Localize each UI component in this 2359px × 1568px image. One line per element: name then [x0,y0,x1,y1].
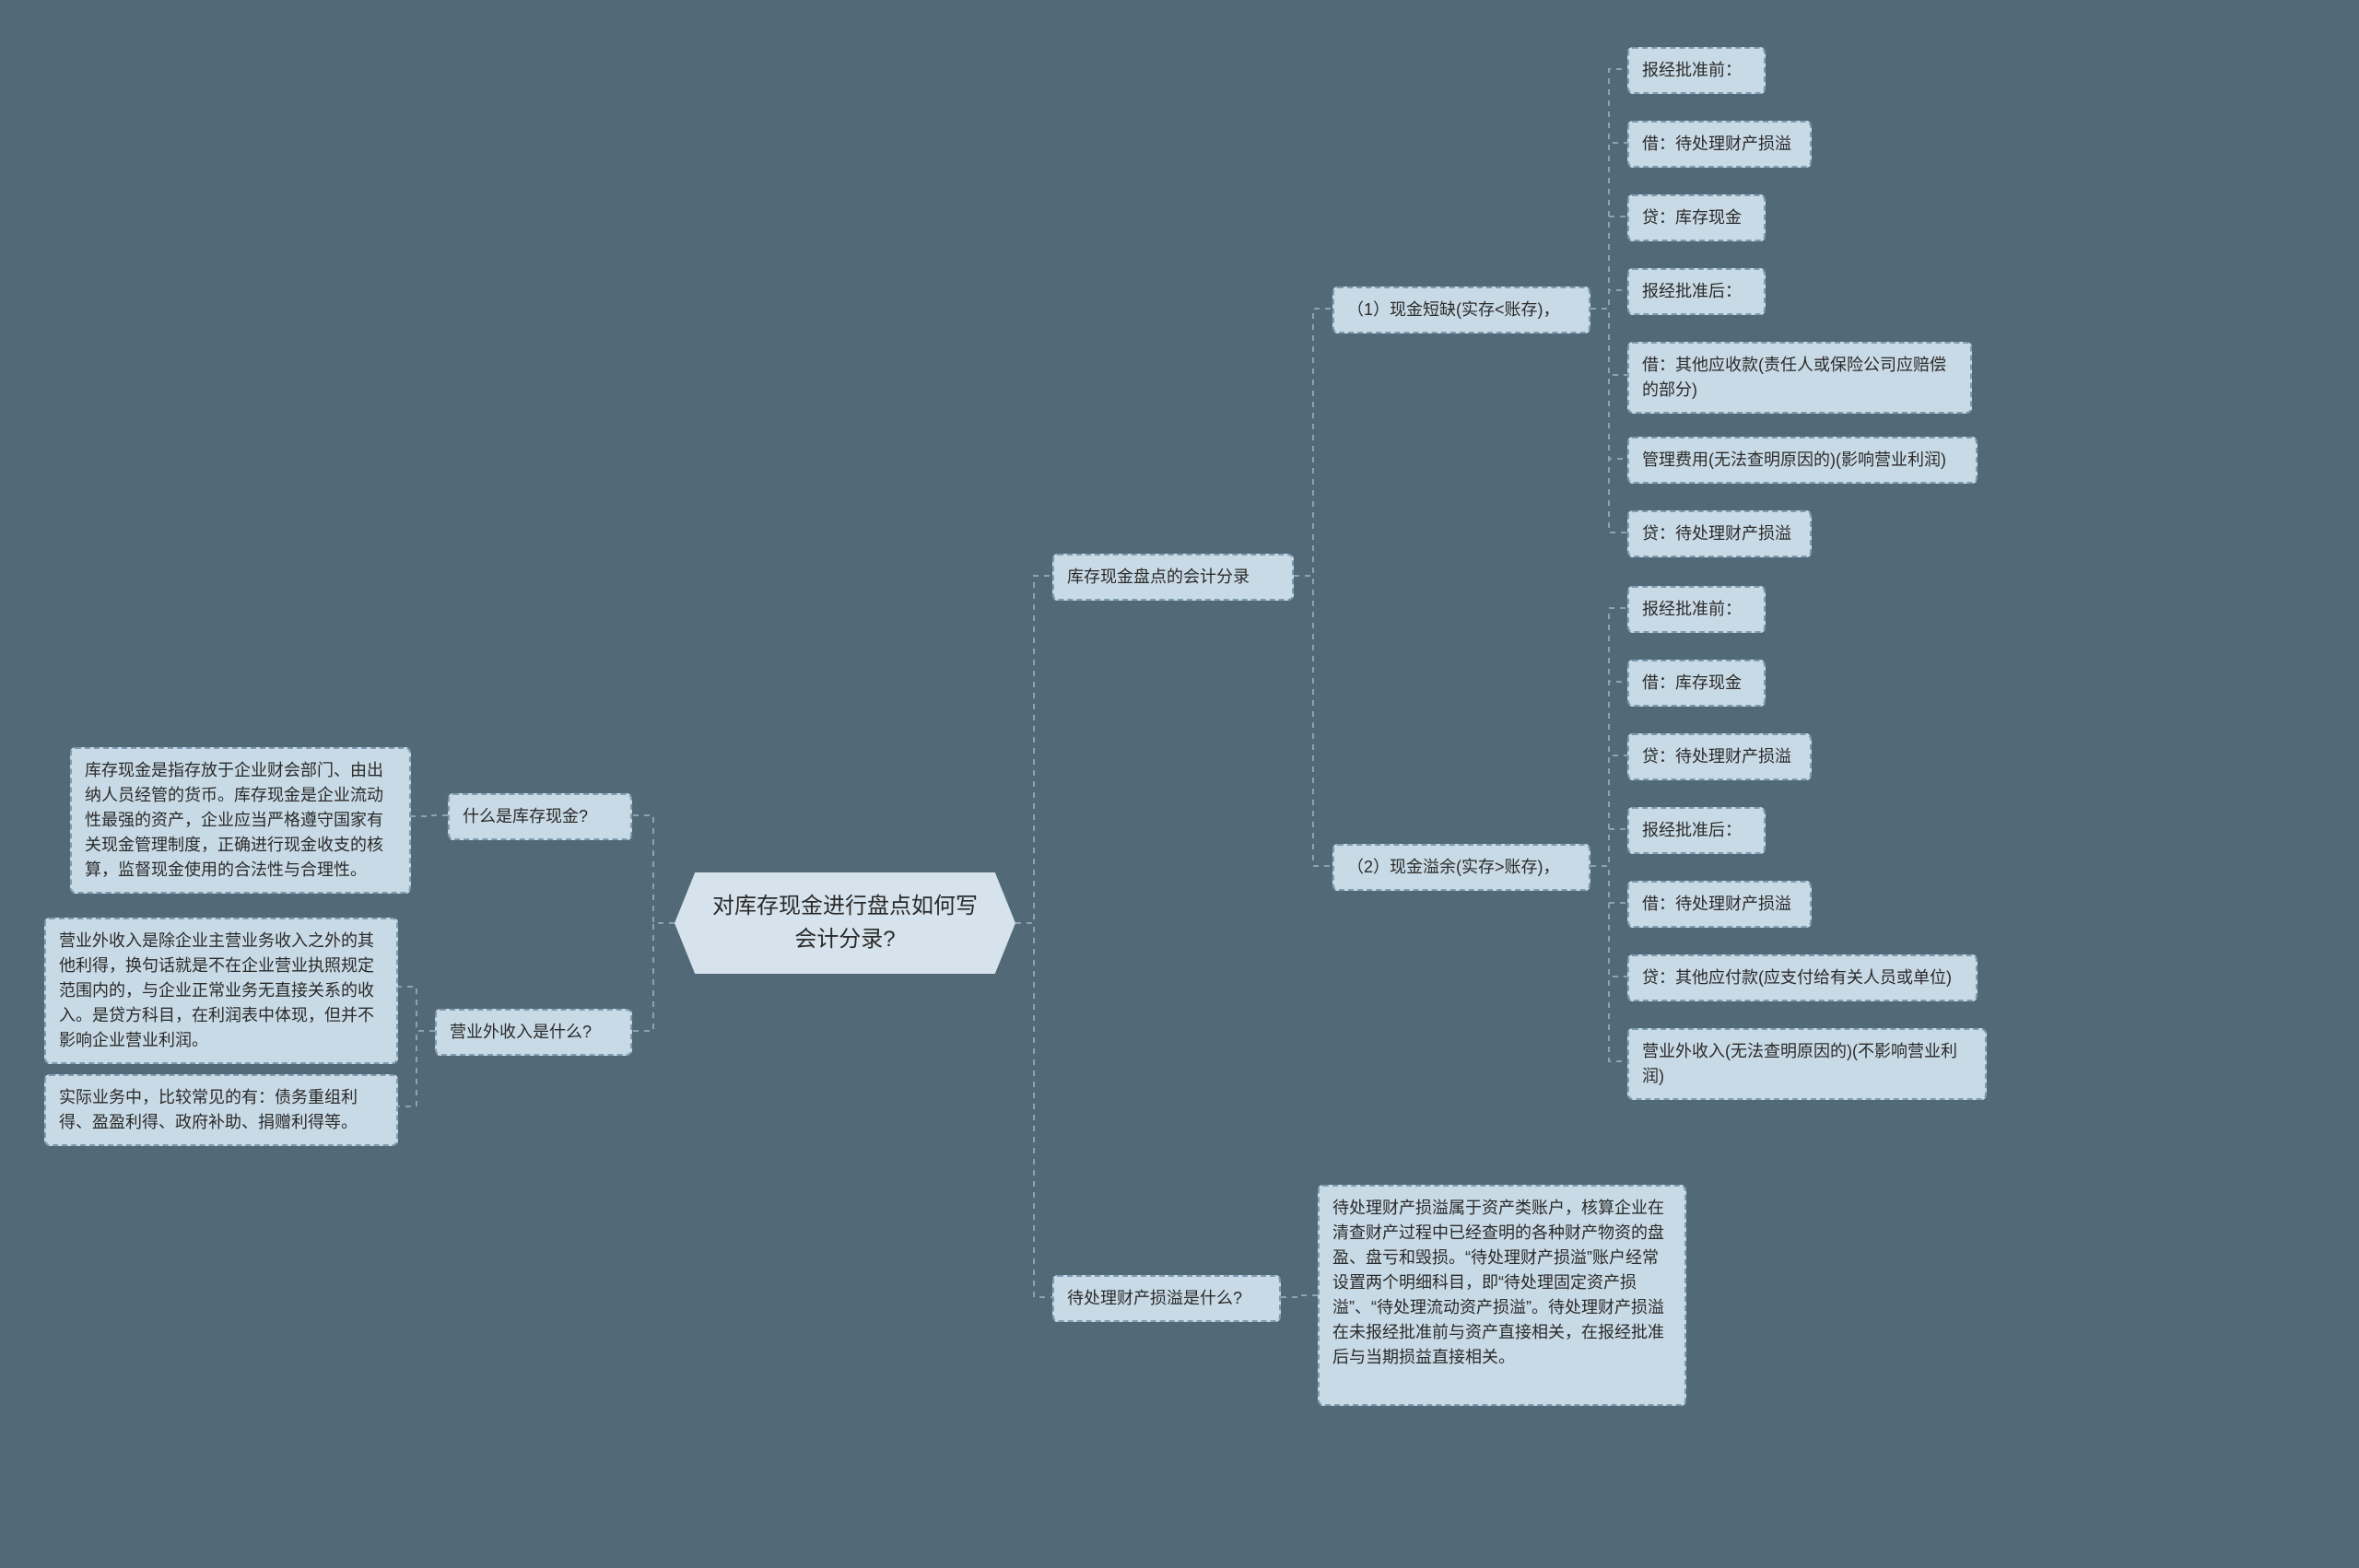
right-leaf-0-1-3: 报经批准后： [1627,807,1766,854]
right-leaf-0-1-6: 营业外收入(无法查明原因的)(不影响营业利润) [1627,1028,1987,1100]
right-leaf-0-1-5: 贷：其他应付款(应支付给有关人员或单位) [1627,954,1978,1001]
right-leaf-0-0-6: 贷：待处理财产损溢 [1627,510,1812,557]
right-leaf-0-0-3: 报经批准后： [1627,268,1766,315]
right-branch-1: 待处理财产损溢是什么? [1052,1275,1281,1322]
right-branch-0: 库存现金盘点的会计分录 [1052,554,1294,601]
root-label: 对库存现金进行盘点如何写会计分录? [702,890,988,956]
right-leaf-0-0-0: 报经批准前： [1627,47,1766,94]
mindmap-root-node: 对库存现金进行盘点如何写会计分录? [675,872,1015,974]
right-leaf-0-0-2: 贷：库存现金 [1627,194,1766,241]
left-leaf-1-1: 实际业务中，比较常见的有：债务重组利得、盈盈利得、政府补助、捐赠利得等。 [44,1074,398,1146]
left-branch-1: 营业外收入是什么? [435,1009,632,1056]
right-leaf-0-0-1: 借：待处理财产损溢 [1627,121,1812,168]
right-leaf-0-0-5: 管理费用(无法查明原因的)(影响营业利润) [1627,437,1978,484]
right-leaf-0-1-0: 报经批准前： [1627,586,1766,633]
right-mid-0-0: （1）现金短缺(实存<账存)， [1332,287,1590,333]
right-leaf-0-1-1: 借：库存现金 [1627,660,1766,707]
right-leaf-0-0-4: 借：其他应收款(责任人或保险公司应赔偿的部分) [1627,342,1972,414]
right-leaf-1-0: 待处理财产损溢属于资产类账户，核算企业在清查财产过程中已经查明的各种财产物资的盘… [1318,1185,1686,1406]
right-mid-0-1: （2）现金溢余(实存>账存)， [1332,844,1590,891]
left-leaf-0-0: 库存现金是指存放于企业财会部门、由出纳人员经管的货币。库存现金是企业流动性最强的… [70,747,411,894]
right-leaf-0-1-2: 贷：待处理财产损溢 [1627,733,1812,780]
left-branch-0: 什么是库存现金? [448,793,632,840]
left-leaf-1-0: 营业外收入是除企业主营业务收入之外的其他利得，换句话就是不在企业营业执照规定范围… [44,918,398,1064]
right-leaf-0-1-4: 借：待处理财产损溢 [1627,881,1812,928]
